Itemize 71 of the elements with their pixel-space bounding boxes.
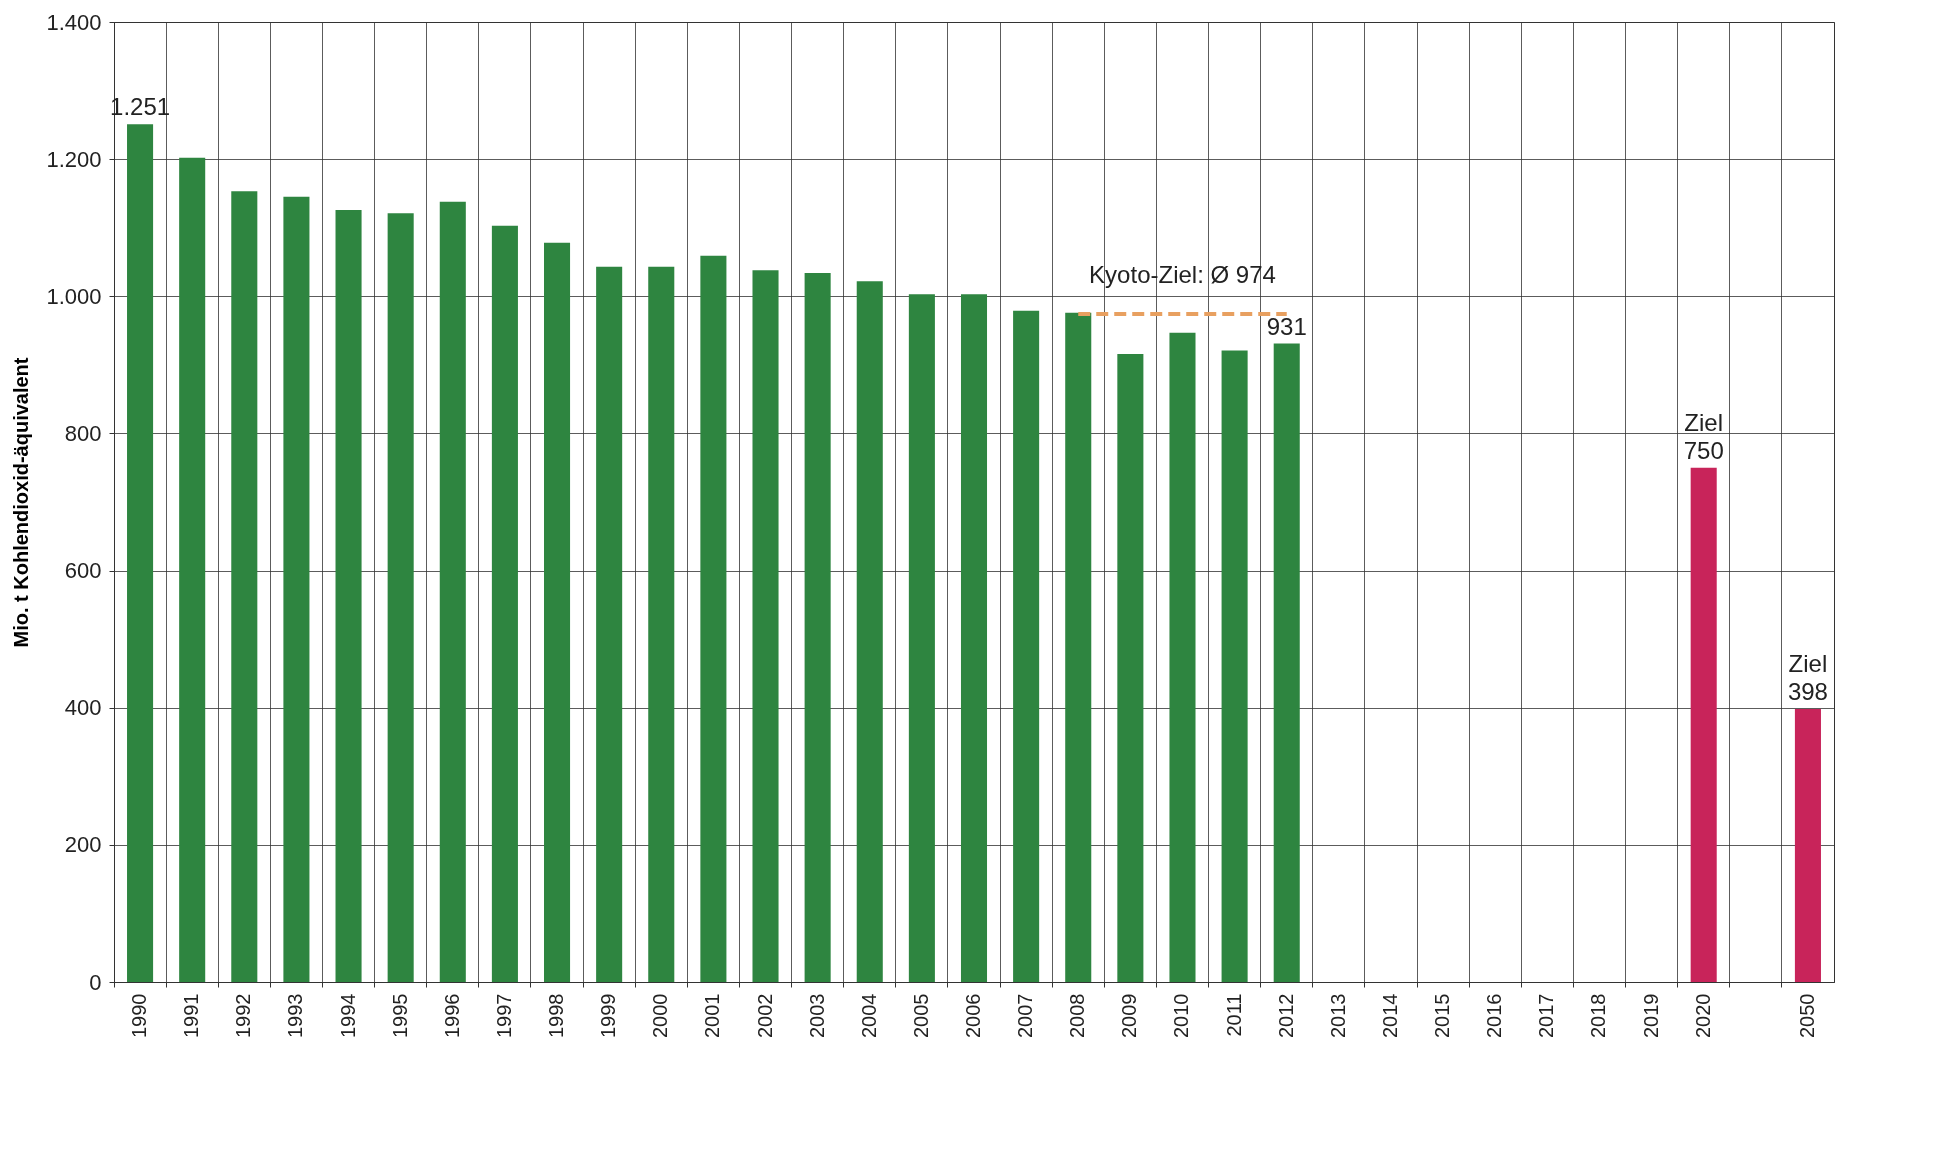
- bar: [387, 213, 414, 982]
- x-tick-label: 2009: [1118, 993, 1141, 1038]
- bar: [1117, 353, 1144, 982]
- bar: [544, 242, 571, 982]
- bar: [856, 281, 883, 982]
- x-tick-label: 2050: [1795, 993, 1818, 1038]
- x-tick-label: 2020: [1691, 993, 1714, 1038]
- y-tick-label: 1.400: [46, 9, 102, 35]
- bar: [804, 272, 831, 982]
- y-tick-label: 0: [89, 969, 102, 995]
- bar: [1690, 467, 1717, 982]
- x-tick-label: 1999: [597, 993, 620, 1038]
- x-tick-label: 1991: [180, 993, 203, 1038]
- x-tick-label: 2010: [1170, 993, 1193, 1038]
- x-tick-label: 2018: [1587, 993, 1610, 1038]
- x-tick-label: 2003: [805, 993, 828, 1038]
- bar: [960, 294, 988, 982]
- x-tick-label: 2011: [1222, 993, 1245, 1037]
- x-tick-label: 2007: [1014, 993, 1037, 1038]
- y-tick-label: 200: [64, 832, 102, 858]
- y-tick-label: 800: [64, 420, 102, 446]
- y-tick-label: 1.000: [46, 283, 102, 309]
- x-tick-label: 1992: [232, 993, 255, 1038]
- y-tick-label: 400: [64, 695, 102, 721]
- x-tick-label: 1996: [440, 993, 463, 1038]
- x-tick-label: 1994: [336, 993, 359, 1038]
- x-tick-label: 2015: [1431, 993, 1454, 1038]
- x-tick-label: 2005: [909, 993, 932, 1038]
- x-tick-label: 2017: [1535, 993, 1558, 1038]
- annotation: Ziel: [1788, 650, 1828, 678]
- y-tick-label: 600: [64, 558, 102, 584]
- x-tick-label: 1998: [545, 993, 568, 1038]
- bar: [1273, 343, 1300, 982]
- bar: [1169, 332, 1196, 982]
- x-tick-label: 2013: [1326, 993, 1349, 1038]
- x-tick-label: 2000: [649, 993, 672, 1038]
- data-label: 750: [1683, 436, 1724, 464]
- x-tick-label: 2006: [962, 993, 984, 1038]
- x-tick-label: 1997: [492, 993, 515, 1038]
- bar: [1794, 709, 1821, 982]
- bar: [752, 270, 779, 982]
- data-label: 398: [1787, 678, 1828, 706]
- bar: [908, 294, 935, 982]
- x-tick-label: 1993: [284, 993, 307, 1038]
- x-tick-label: 2014: [1378, 993, 1401, 1038]
- x-tick-label: 2012: [1274, 993, 1297, 1038]
- bar: [179, 157, 206, 982]
- annotation: Ziel: [1684, 408, 1724, 436]
- x-tick-label: 2016: [1483, 993, 1506, 1038]
- x-tick-label: 2001: [701, 993, 724, 1038]
- x-tick-label: 2019: [1639, 993, 1662, 1038]
- x-tick-label: 2002: [753, 993, 776, 1038]
- bar: [1221, 350, 1248, 982]
- bar: [491, 225, 518, 982]
- bar: [648, 266, 675, 982]
- x-tick-label: 1995: [388, 993, 411, 1038]
- y-axis-title: Mio. t Kohlendioxid-äquivalent: [10, 357, 33, 648]
- x-tick-label: 1990: [128, 993, 151, 1038]
- data-label: 931: [1266, 312, 1307, 340]
- x-tick-label: 2004: [857, 993, 880, 1038]
- y-tick-label: 1.200: [46, 146, 102, 172]
- bar: [596, 266, 623, 982]
- bar: [1065, 312, 1092, 982]
- bar: [700, 255, 727, 982]
- bar: [127, 124, 154, 982]
- bar: [283, 196, 310, 982]
- bar: [439, 201, 466, 982]
- x-tick-label: 2008: [1066, 993, 1089, 1038]
- bar: [335, 209, 362, 982]
- bar: [231, 191, 258, 982]
- bar: [1013, 310, 1040, 982]
